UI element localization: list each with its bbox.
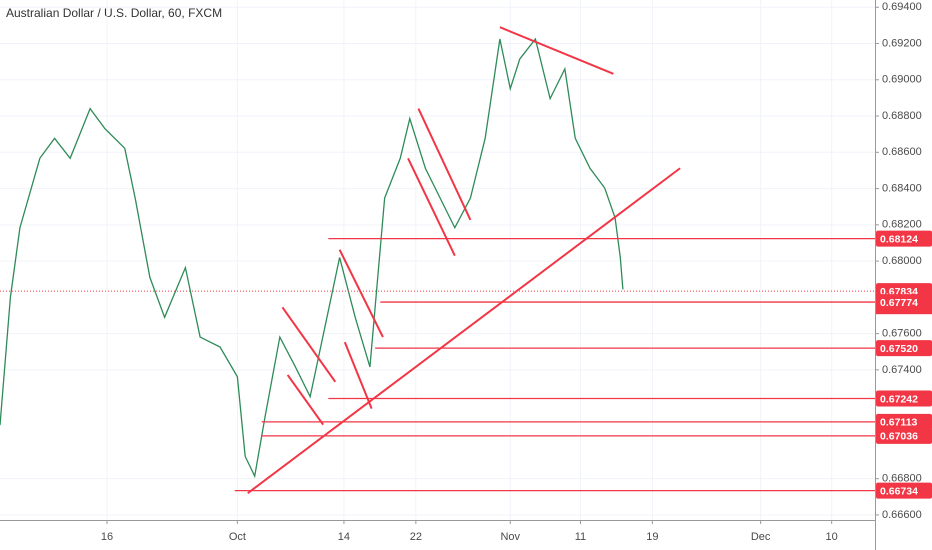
x-tick-label: Oct [229,531,246,543]
trendline [338,249,384,338]
y-tick-label: 0.67600 [882,328,922,340]
y-tick-label: 0.68600 [882,146,922,158]
level-label: 0.67242 [880,393,918,405]
level-badge [876,340,932,357]
y-tick-label: 0.66800 [882,473,922,485]
price-line [0,37,624,479]
trendline [343,341,373,410]
y-tick-label: 0.68000 [882,255,922,267]
level-label: 0.68124 [880,233,918,245]
y-tick-label: 0.69000 [882,74,922,86]
level-badge [876,390,932,407]
level-label: 0.67113 [880,417,918,429]
x-tick-label: 10 [826,531,838,543]
x-tick-label: 11 [575,531,586,543]
level-label: 0.67774 [880,297,918,309]
trendline [286,374,324,426]
y-tick-label: 0.69400 [882,1,922,13]
level-label: 0.67036 [880,431,918,443]
level-badge [876,294,932,311]
level-label: 0.67520 [880,343,918,355]
trendline [247,167,681,494]
y-tick-label: 0.69200 [882,37,922,49]
y-tick-label: 0.66600 [882,509,922,521]
level-badge [876,427,932,444]
y-tick-label: 0.68800 [882,110,922,122]
level-badge [876,482,932,499]
x-tick-label: 16 [101,531,113,543]
level-badge [876,413,932,430]
trendline [499,26,614,75]
y-tick-label: 0.68200 [882,219,922,231]
trendline [417,108,472,221]
chart-title: Australian Dollar / U.S. Dollar, 60, FXC… [6,6,222,20]
trendline [281,306,337,383]
x-tick-label: 19 [646,531,658,543]
level-label: 0.66734 [880,485,918,497]
trendline [407,157,456,257]
x-tick-label: Dec [751,531,771,543]
x-tick-label: 22 [410,531,422,543]
x-tick-label: 14 [338,531,350,543]
level-badge [876,230,932,247]
x-tick-label: Nov [500,531,520,543]
y-tick-label: 0.67400 [882,364,922,376]
y-tick-label: 0.68400 [882,182,922,194]
